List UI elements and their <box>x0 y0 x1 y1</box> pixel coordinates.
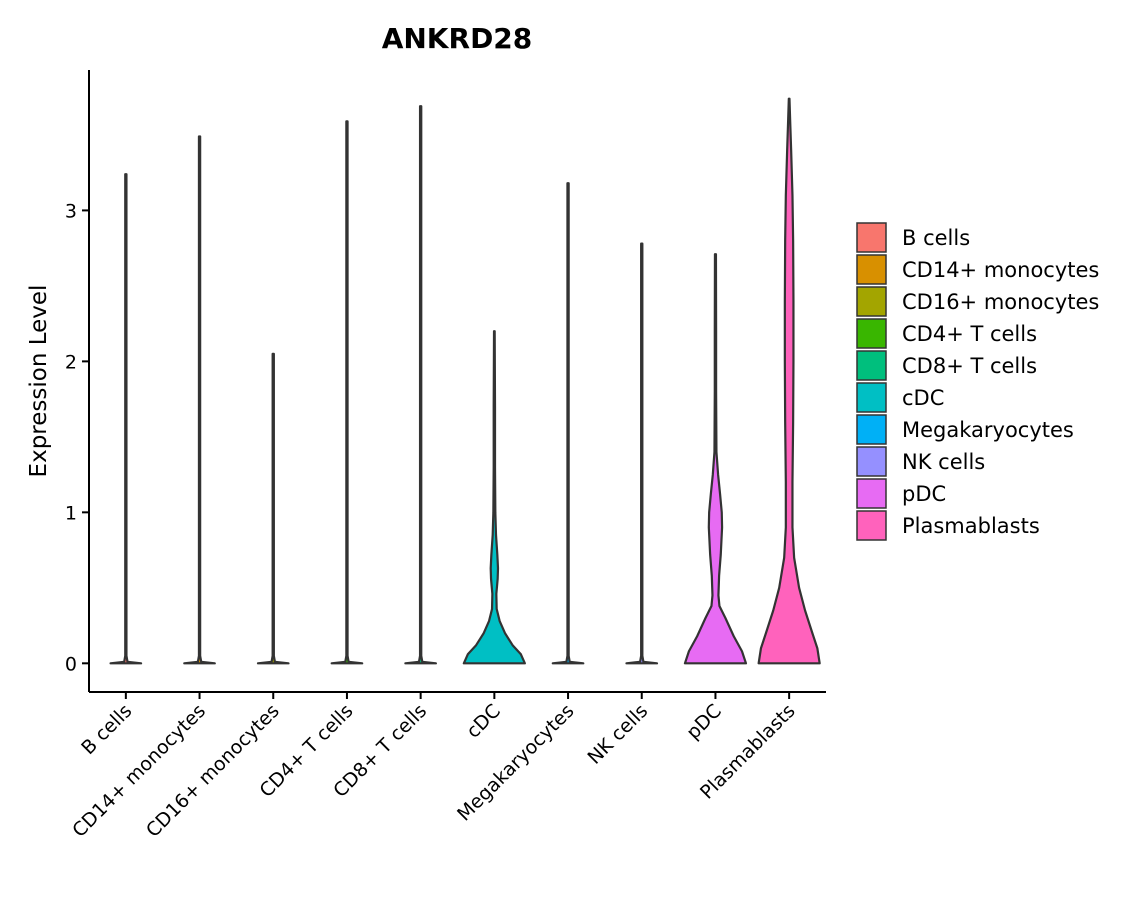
legend-label-nk-cells: NK cells <box>902 450 985 474</box>
legend-label-megakaryocytes: Megakaryocytes <box>902 418 1074 442</box>
legend-label-pdc: pDC <box>902 482 946 506</box>
legend-label-cdc: cDC <box>902 386 944 410</box>
legend-swatch-pdc <box>856 478 887 509</box>
legend-label-b-cells: B cells <box>902 226 970 250</box>
legend-label-plasmablasts: Plasmablasts <box>902 514 1040 538</box>
x-tick-label-nk-cells: NK cells <box>583 700 652 769</box>
violin-cd14-plus-monocytes <box>183 135 216 665</box>
legend-label-cd14-plus-monocytes: CD14+ monocytes <box>902 258 1099 282</box>
legend-swatch-cd8-plus-t-cells <box>856 350 887 381</box>
violin-pdc <box>683 253 748 665</box>
legend-swatch-cd4-plus-t-cells <box>856 318 887 349</box>
chart-title: ANKRD28 <box>382 22 533 55</box>
legend-label-cd8-plus-t-cells: CD8+ T cells <box>902 354 1037 378</box>
violin-cdc <box>462 330 526 665</box>
legend-swatch-nk-cells <box>856 446 887 477</box>
legend-swatch-b-cells <box>856 222 887 253</box>
x-tick-label-cdc: cDC <box>462 700 505 743</box>
y-tick-label: 3 <box>65 200 77 222</box>
violin-nk-cells <box>625 242 659 665</box>
legend-label-cd4-plus-t-cells: CD4+ T cells <box>902 322 1037 346</box>
legend-swatch-plasmablasts <box>856 510 887 541</box>
x-tick-label-pdc: pDC <box>682 700 726 744</box>
legend-swatch-cd16-plus-monocytes <box>856 286 887 317</box>
legend-swatch-megakaryocytes <box>856 414 887 445</box>
x-tick-label-cd16-plus-monocytes: CD16+ monocytes <box>142 700 284 842</box>
legend-swatch-cdc <box>856 382 887 413</box>
violin-megakaryocytes <box>551 182 585 665</box>
violins <box>109 97 821 665</box>
legend-swatch-cd14-plus-monocytes <box>856 254 887 285</box>
violin-cd8-plus-t-cells <box>404 105 438 665</box>
violin-b-cells <box>109 173 143 665</box>
legend-label-cd16-plus-monocytes: CD16+ monocytes <box>902 290 1099 314</box>
y-tick-label: 1 <box>65 502 77 524</box>
y-tick-label: 2 <box>65 351 77 373</box>
violin-cd4-plus-t-cells <box>330 120 364 665</box>
x-tick-label-b-cells: B cells <box>77 700 136 759</box>
violin-plasmablasts <box>757 97 821 665</box>
legend: B cells CD14+ monocytes CD16+ monocytes CD4… <box>856 222 1099 541</box>
violin-cd16-plus-monocytes <box>256 352 290 665</box>
x-tick-label-cd14-plus-monocytes: CD14+ monocytes <box>68 700 210 842</box>
y-tick-label: 0 <box>65 653 77 675</box>
y-axis-label: Expression Level <box>26 285 52 478</box>
